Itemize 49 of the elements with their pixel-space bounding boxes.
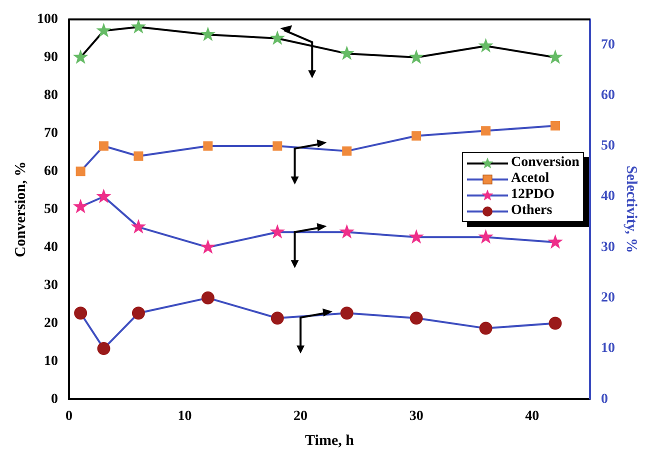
y-tick-label: 50: [44, 202, 58, 217]
y-tick-label: 30: [44, 278, 58, 293]
y2-tick-label: 70: [601, 37, 615, 52]
y-tick-label: 60: [44, 164, 58, 179]
y2-tick-label: 30: [601, 240, 615, 255]
point: [548, 316, 562, 330]
y2-tick-label: 60: [601, 88, 615, 103]
point: [550, 121, 560, 130]
y2-axis-title: Selectivity, %: [623, 166, 640, 254]
point: [201, 291, 214, 304]
y2-tick-label: 10: [601, 341, 615, 356]
y-tick-label: 10: [44, 354, 58, 369]
point: [76, 166, 86, 176]
x-axis-title: Time, h: [305, 432, 355, 449]
point: [134, 151, 144, 161]
x-tick-label: 40: [525, 409, 540, 424]
x-tick-label: 30: [409, 409, 424, 424]
point: [132, 306, 145, 320]
y-tick-label: 70: [44, 126, 58, 141]
point: [481, 126, 491, 136]
legend-label: Acetol: [511, 171, 550, 188]
point: [270, 312, 284, 325]
y-tick-label: 100: [37, 12, 58, 28]
point: [203, 141, 213, 151]
point: [479, 322, 492, 335]
y2-tick-label: 0: [601, 392, 608, 407]
x-tick-label: 0: [66, 409, 72, 424]
y2-tick-label: 20: [601, 290, 615, 306]
y-tick-label: 0: [51, 392, 58, 407]
point: [410, 312, 423, 325]
point: [97, 342, 110, 356]
x-tick-label: 10: [178, 409, 192, 424]
y2-tick-label: 40: [601, 189, 615, 204]
y-tick-label: 20: [44, 316, 58, 331]
point: [272, 141, 282, 151]
point: [340, 306, 354, 320]
point: [412, 131, 422, 141]
legend-label: Conversion: [511, 155, 580, 172]
y-tick-label: 90: [44, 50, 58, 65]
y-axis-title: Conversion, %: [12, 161, 29, 258]
point: [74, 306, 88, 320]
x-tick-label: 20: [294, 409, 308, 424]
point: [98, 141, 108, 151]
y-tick-label: 80: [44, 88, 58, 103]
y-tick-label: 40: [44, 240, 58, 255]
point: [342, 146, 352, 156]
y2-tick-label: 50: [601, 138, 615, 154]
legend-label: 12PDO: [511, 187, 555, 204]
legend-label: Others: [511, 203, 552, 220]
